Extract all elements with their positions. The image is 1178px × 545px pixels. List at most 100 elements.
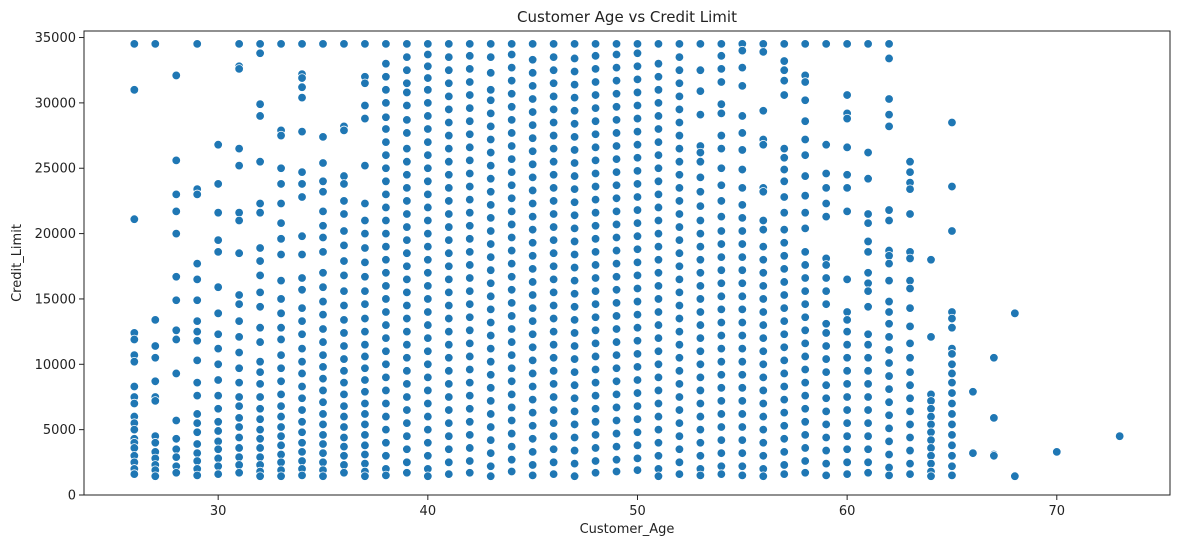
data-point xyxy=(611,455,622,465)
data-point xyxy=(548,248,559,258)
data-point xyxy=(758,187,768,197)
data-point xyxy=(192,456,202,466)
data-point xyxy=(632,166,643,176)
data-point xyxy=(255,434,265,444)
data-point xyxy=(129,443,140,453)
data-point xyxy=(632,440,643,451)
data-point xyxy=(234,443,244,453)
data-point xyxy=(486,383,496,393)
data-point xyxy=(779,355,789,366)
data-point xyxy=(863,379,873,389)
data-point xyxy=(255,287,265,298)
data-point xyxy=(423,49,433,60)
data-point xyxy=(674,300,685,311)
data-point xyxy=(486,370,496,380)
data-point xyxy=(716,317,727,328)
data-point xyxy=(737,111,748,121)
data-point xyxy=(905,283,915,294)
data-point xyxy=(590,338,601,349)
data-point xyxy=(444,222,454,232)
data-point xyxy=(402,170,412,180)
data-point xyxy=(150,396,160,406)
data-point xyxy=(779,65,789,75)
data-point xyxy=(905,419,915,430)
data-point xyxy=(632,100,643,111)
data-point xyxy=(402,235,412,245)
data-point xyxy=(276,308,286,319)
data-point xyxy=(758,281,768,291)
data-point xyxy=(821,299,831,309)
data-point xyxy=(486,160,496,171)
data-point xyxy=(821,260,831,270)
data-point xyxy=(381,320,391,330)
data-point xyxy=(360,326,370,337)
data-point xyxy=(381,150,391,160)
data-point xyxy=(758,320,768,330)
data-point xyxy=(318,409,328,419)
data-point xyxy=(444,65,454,75)
data-point xyxy=(486,265,496,275)
data-point xyxy=(276,275,286,286)
data-point xyxy=(842,392,852,402)
data-point xyxy=(884,121,894,132)
data-point xyxy=(758,140,768,150)
data-point xyxy=(318,132,328,142)
data-point xyxy=(402,115,412,125)
data-point xyxy=(192,326,202,337)
data-point xyxy=(947,461,957,471)
data-point xyxy=(800,247,810,257)
data-point xyxy=(653,39,664,49)
data-point xyxy=(716,435,727,445)
data-point xyxy=(611,128,622,138)
data-point xyxy=(800,404,810,414)
data-point xyxy=(716,64,727,74)
data-point xyxy=(758,385,768,396)
data-point xyxy=(611,258,622,269)
data-point xyxy=(423,202,433,213)
data-point xyxy=(674,248,685,258)
data-point xyxy=(611,285,622,295)
data-point xyxy=(863,468,873,478)
data-point xyxy=(381,189,391,200)
data-point xyxy=(800,364,810,375)
data-point xyxy=(423,73,433,83)
data-point xyxy=(129,214,140,224)
data-point xyxy=(360,430,370,440)
data-point xyxy=(339,389,349,400)
data-point xyxy=(129,424,140,435)
data-point xyxy=(1114,431,1125,441)
data-point xyxy=(360,215,370,226)
data-point xyxy=(800,77,810,87)
data-point xyxy=(213,444,223,454)
data-point xyxy=(318,471,328,481)
data-point xyxy=(758,268,768,278)
data-point xyxy=(548,170,559,180)
data-point xyxy=(926,427,936,437)
data-point xyxy=(171,368,181,379)
data-point xyxy=(444,170,454,180)
data-point xyxy=(590,155,601,166)
data-point xyxy=(548,366,559,376)
data-point xyxy=(800,95,810,105)
data-point xyxy=(548,222,559,232)
data-point xyxy=(884,397,894,407)
data-point xyxy=(695,307,706,317)
data-point xyxy=(653,189,664,200)
data-point xyxy=(737,183,748,193)
data-point xyxy=(947,470,957,481)
data-point xyxy=(632,427,643,437)
data-point xyxy=(276,440,286,451)
data-point xyxy=(821,445,831,456)
data-point xyxy=(423,176,433,187)
data-point xyxy=(297,447,307,457)
data-point xyxy=(213,453,223,464)
data-point xyxy=(297,167,307,177)
data-point xyxy=(506,141,517,151)
data-point xyxy=(653,471,664,481)
data-point xyxy=(737,145,748,155)
data-point xyxy=(779,421,789,431)
data-point xyxy=(779,342,789,353)
data-point xyxy=(821,470,831,481)
data-point xyxy=(569,119,580,129)
data-point xyxy=(276,376,286,386)
